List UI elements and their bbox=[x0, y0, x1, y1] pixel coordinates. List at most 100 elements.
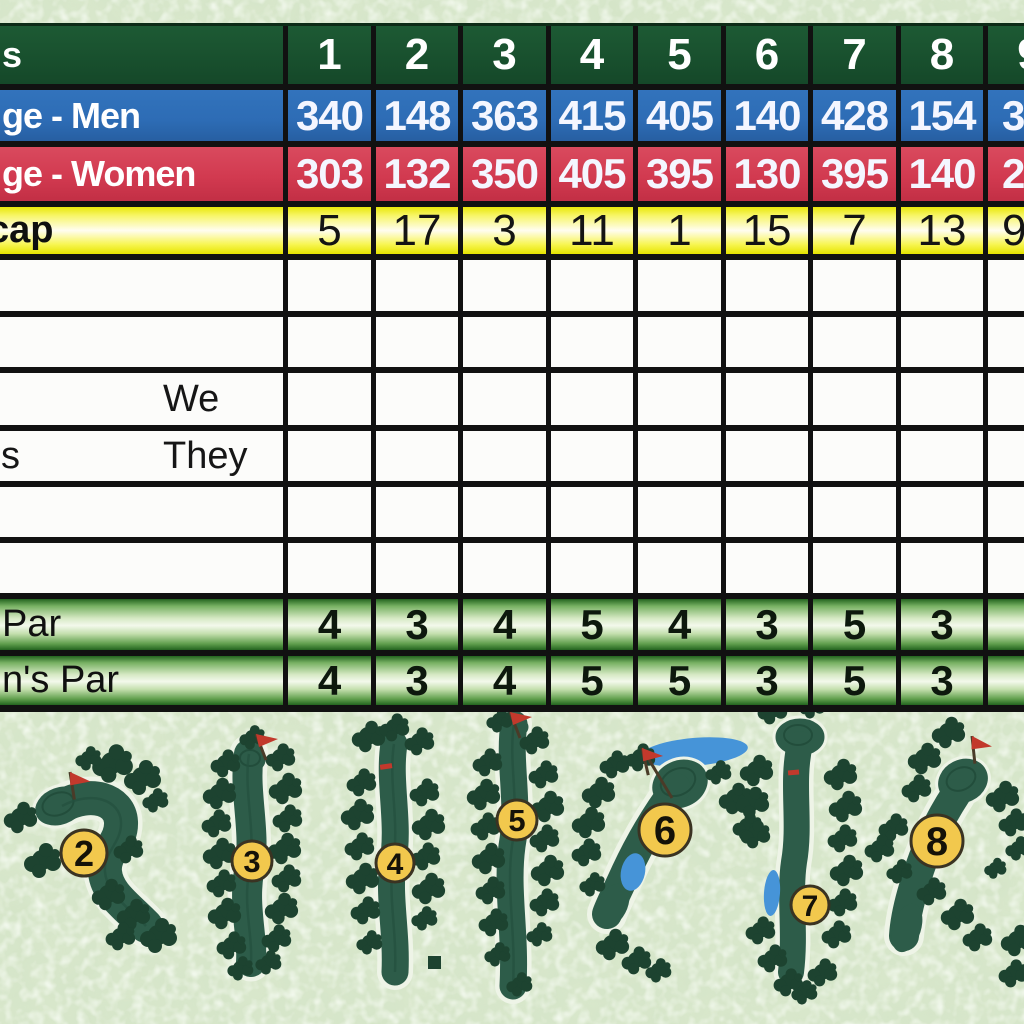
row-score-they: s They bbox=[0, 431, 1024, 487]
cell-value: 9 bbox=[1002, 207, 1024, 254]
par-men-hole-3-cell: 4 bbox=[458, 599, 546, 650]
flag-marker-icon bbox=[787, 769, 800, 776]
score-1-hole-1-cell bbox=[283, 260, 371, 311]
par-men-hole-9-cell bbox=[983, 599, 1024, 650]
label-cell-par-men: Par bbox=[0, 599, 283, 650]
holes-hole-3-cell: 3 bbox=[458, 26, 546, 84]
row-yardage-men: ge - Men 340 148 363 415 405 140 428 154 3 bbox=[0, 90, 1024, 147]
hole-7-map: 7 bbox=[735, 694, 864, 1005]
cell-value: 2 bbox=[1002, 150, 1024, 197]
yardage-women-hole-3-cell: 350 bbox=[458, 147, 546, 201]
cell-value: 395 bbox=[820, 150, 889, 197]
row-label-holes: s bbox=[2, 34, 23, 75]
cell-value: 3 bbox=[930, 600, 954, 648]
cell-value: 415 bbox=[558, 91, 626, 139]
hole-6-map: 6 bbox=[571, 737, 763, 983]
cell-value: 3 bbox=[1002, 91, 1024, 139]
row-par-women: n's Par 4 3 4 5 5 3 5 3 bbox=[0, 656, 1024, 712]
hole-4-map: 4 bbox=[340, 713, 446, 972]
score-they-hole-6-cell bbox=[721, 431, 808, 481]
score-they-hole-1-cell bbox=[283, 431, 371, 481]
score-1-hole-9-cell bbox=[983, 260, 1024, 311]
score-they-hole-4-cell bbox=[546, 431, 633, 481]
yardage-women-hole-7-cell: 395 bbox=[808, 147, 896, 201]
score-2-hole-4-cell bbox=[546, 317, 633, 367]
score-2-hole-3-cell bbox=[458, 317, 546, 367]
hole-8-number: 8 bbox=[926, 820, 948, 864]
cell-value: 4 bbox=[667, 600, 692, 648]
yardage-men-hole-9-cell: 3 bbox=[983, 90, 1024, 141]
par-women-hole-8-cell: 3 bbox=[896, 656, 983, 705]
par-women-hole-6-cell: 3 bbox=[721, 656, 808, 705]
par-women-hole-1-cell: 4 bbox=[283, 656, 371, 705]
label-cell-score-4 bbox=[0, 543, 283, 593]
label-cell-yardage-men: ge - Men bbox=[0, 90, 283, 141]
score-3-hole-7-cell bbox=[808, 487, 896, 537]
score-2-hole-8-cell bbox=[896, 317, 983, 367]
par-women-hole-9-cell bbox=[983, 656, 1024, 705]
score-4-hole-7-cell bbox=[808, 543, 896, 593]
row-par-men: Par 4 3 4 5 4 3 5 3 bbox=[0, 599, 1024, 656]
par-men-hole-1-cell: 4 bbox=[283, 599, 371, 650]
score-we-hole-4-cell bbox=[546, 373, 633, 425]
hole-4-marker bbox=[374, 842, 416, 884]
cell-value: 3 bbox=[492, 207, 517, 254]
handicap-hole-7-cell: 7 bbox=[808, 207, 896, 254]
cell-value: 4 bbox=[317, 656, 342, 704]
par-men-hole-6-cell: 3 bbox=[721, 599, 808, 650]
cell-value: 5 bbox=[580, 656, 604, 704]
score-we-hole-2-cell bbox=[371, 373, 458, 425]
hole-3-number: 3 bbox=[243, 844, 260, 879]
score-we-hole-9-cell bbox=[983, 373, 1024, 425]
yardage-men-hole-8-cell: 154 bbox=[896, 90, 983, 141]
score-2-hole-6-cell bbox=[721, 317, 808, 367]
score-2-hole-1-cell bbox=[283, 317, 371, 367]
cell-value: 3 bbox=[405, 656, 429, 704]
holes-hole-1-cell: 1 bbox=[283, 26, 371, 84]
cell-value: 3 bbox=[755, 656, 779, 704]
score-they-hole-9-cell bbox=[983, 431, 1024, 481]
cell-value: 13 bbox=[917, 207, 967, 254]
cell-value: 5 bbox=[842, 600, 867, 648]
score-we-hole-5-cell bbox=[633, 373, 721, 425]
holes-hole-5-cell: 5 bbox=[633, 26, 721, 84]
water-hazard bbox=[620, 853, 646, 891]
hole-5-number: 5 bbox=[508, 803, 525, 838]
label-cell-handicap: cap bbox=[0, 207, 283, 254]
score-they-hole-7-cell bbox=[808, 431, 896, 481]
scorecard-table: s123456789ge - Men3401483634154051404281… bbox=[0, 23, 1024, 712]
cell-value: 5 bbox=[580, 600, 604, 648]
score-2-hole-9-cell bbox=[983, 317, 1024, 367]
score-2-hole-5-cell bbox=[633, 317, 721, 367]
par-men-hole-7-cell: 5 bbox=[808, 599, 896, 650]
holes-hole-9-cell: 9 bbox=[983, 26, 1024, 84]
score-1-hole-8-cell bbox=[896, 260, 983, 311]
par-men-hole-5-cell: 4 bbox=[633, 599, 721, 650]
cell-value: 154 bbox=[908, 91, 976, 139]
score-3-hole-6-cell bbox=[721, 487, 808, 537]
yardage-women-hole-6-cell: 130 bbox=[721, 147, 808, 201]
score-2-hole-7-cell bbox=[808, 317, 896, 367]
score-4-hole-4-cell bbox=[546, 543, 633, 593]
holes-hole-2-cell: 2 bbox=[371, 26, 458, 84]
cell-value: 4 bbox=[579, 30, 605, 79]
score-we-hole-1-cell bbox=[283, 373, 371, 425]
hole-7-number: 7 bbox=[802, 890, 819, 923]
cell-value: 5 bbox=[842, 656, 867, 704]
flag-marker-icon bbox=[379, 763, 393, 770]
cell-value: 8 bbox=[929, 30, 955, 79]
cell-value: 303 bbox=[295, 150, 364, 197]
hole-3-marker bbox=[230, 839, 274, 883]
water-hazard bbox=[640, 737, 748, 767]
yardage-men-hole-4-cell: 415 bbox=[546, 90, 633, 141]
score-4-hole-2-cell bbox=[371, 543, 458, 593]
score-4-hole-5-cell bbox=[633, 543, 721, 593]
score-we-hole-6-cell bbox=[721, 373, 808, 425]
hole-6-marker bbox=[637, 802, 693, 858]
hole-2-marker bbox=[59, 828, 109, 878]
par-men-hole-8-cell: 3 bbox=[896, 599, 983, 650]
yardage-men-hole-1-cell: 340 bbox=[283, 90, 371, 141]
score-they-hole-5-cell bbox=[633, 431, 721, 481]
yardage-women-hole-2-cell: 132 bbox=[371, 147, 458, 201]
handicap-hole-4-cell: 11 bbox=[546, 207, 633, 254]
